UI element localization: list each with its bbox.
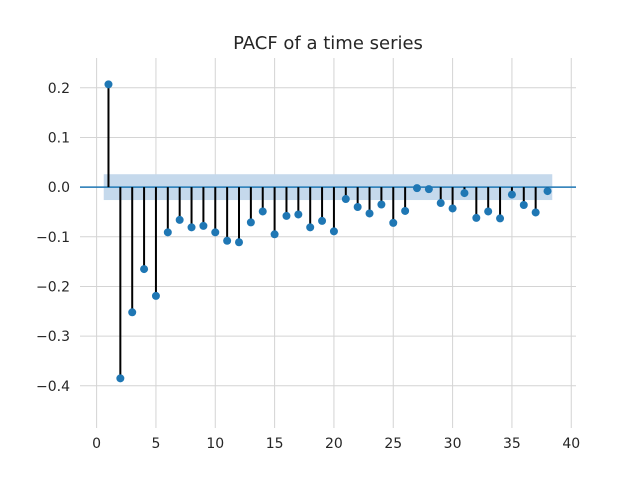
y-tick-label: 0.2 xyxy=(48,81,70,97)
pacf-point xyxy=(507,190,516,199)
pacf-point xyxy=(460,189,469,198)
pacf-point xyxy=(448,204,457,213)
x-tick-label: 10 xyxy=(206,436,224,452)
x-tick-label: 40 xyxy=(562,436,580,452)
pacf-point xyxy=(496,214,505,223)
pacf-point xyxy=(294,210,303,219)
x-tick-label: 15 xyxy=(266,436,284,452)
x-tick-label: 30 xyxy=(444,436,462,452)
pacf-point xyxy=(377,200,386,209)
pacf-point xyxy=(246,218,255,227)
pacf-point xyxy=(116,374,125,383)
y-tick-label: 0.0 xyxy=(48,180,70,196)
pacf-point xyxy=(353,202,362,211)
stems xyxy=(107,84,549,379)
chart-title: PACF of a time series xyxy=(233,33,423,54)
x-tick-label: 0 xyxy=(92,436,101,452)
pacf-point xyxy=(211,228,220,237)
x-axis-ticks: 0 5 10 15 20 25 30 35 40 xyxy=(92,436,580,452)
plot-area xyxy=(80,58,576,428)
pacf-point xyxy=(140,265,149,274)
x-tick-label: 20 xyxy=(325,436,343,452)
pacf-point xyxy=(519,201,528,210)
pacf-point xyxy=(424,185,433,194)
pacf-point xyxy=(282,211,291,220)
pacf-point xyxy=(401,206,410,215)
pacf-point xyxy=(187,223,196,232)
pacf-point xyxy=(151,291,160,300)
pacf-point xyxy=(543,187,552,196)
x-tick-label: 35 xyxy=(503,436,521,452)
y-tick-label: −0.2 xyxy=(36,279,70,295)
pacf-point xyxy=(329,227,338,236)
pacf-point xyxy=(472,213,481,222)
y-tick-label: −0.3 xyxy=(36,329,70,345)
pacf-point xyxy=(365,209,374,218)
y-tick-label: 0.1 xyxy=(48,130,70,146)
pacf-point xyxy=(270,230,279,239)
pacf-point xyxy=(223,236,232,245)
pacf-point xyxy=(258,207,267,216)
pacf-point xyxy=(128,308,137,317)
x-tick-label: 5 xyxy=(151,436,160,452)
pacf-point xyxy=(199,221,208,230)
y-axis-ticks: 0.2 0.1 0.0 −0.1 −0.2 −0.3 −0.4 xyxy=(36,81,70,395)
pacf-point xyxy=(235,238,244,247)
pacf-point xyxy=(389,218,398,227)
markers xyxy=(104,80,552,383)
pacf-point xyxy=(531,208,540,217)
pacf-point xyxy=(306,223,315,232)
x-tick-label: 25 xyxy=(384,436,402,452)
pacf-point xyxy=(318,216,327,225)
y-tick-label: −0.1 xyxy=(36,230,70,246)
pacf-point xyxy=(412,184,421,193)
pacf-point xyxy=(484,207,493,216)
y-tick-label: −0.4 xyxy=(36,379,70,395)
pacf-point xyxy=(175,215,184,224)
plot-background xyxy=(80,58,576,428)
pacf-point xyxy=(436,199,445,208)
pacf-point xyxy=(104,80,113,89)
pacf-point xyxy=(341,195,350,204)
pacf-point xyxy=(163,228,172,237)
